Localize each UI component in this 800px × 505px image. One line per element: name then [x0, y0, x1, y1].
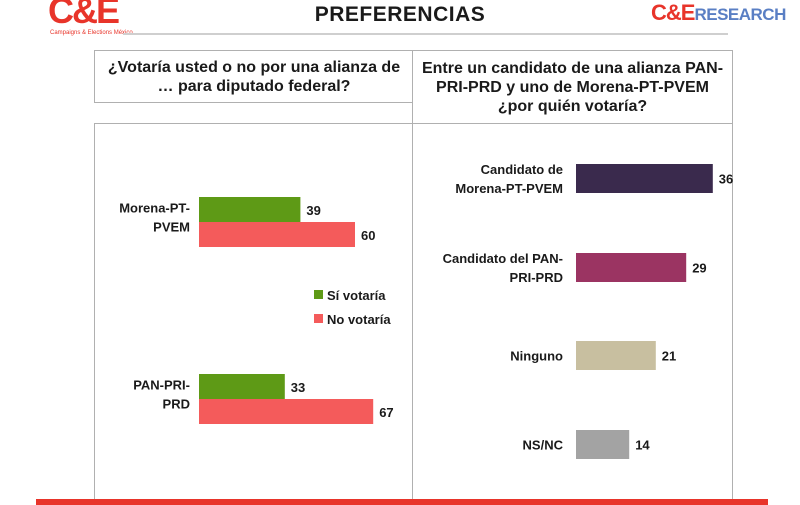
bottom-accent-bar [36, 499, 768, 505]
left-question-header: ¿Votaría usted o no por una alianza de …… [94, 50, 414, 103]
data-label-right-3: 14 [635, 438, 650, 453]
category-label-left-0-1: PVEM [153, 220, 190, 235]
category-label-left-1-0: PAN-PRI- [133, 378, 190, 393]
data-label-right-2: 21 [662, 349, 676, 364]
category-label-right-3-0: NS/NC [523, 438, 564, 453]
bar-right-0 [576, 164, 713, 193]
right-question-header: Entre un candidato de una alianza PAN-PR… [412, 50, 733, 125]
legend-label-si: Sí votaría [327, 288, 386, 303]
category-label-left-0-0: Morena-PT- [119, 201, 190, 216]
logo-ce-left: C&E Campaigns & Elections México [48, 0, 133, 38]
data-label-right-1: 29 [692, 261, 706, 276]
data-label-left-no-0: 60 [361, 228, 375, 243]
bar-right-3 [576, 430, 630, 459]
bar-left-si-1 [199, 374, 285, 399]
bar-right-2 [576, 341, 656, 370]
category-label-right-0-1: Morena-PT-PVEM [455, 181, 563, 196]
data-label-right-0: 36 [719, 172, 733, 187]
legend-swatch-no [314, 314, 323, 323]
category-label-right-0-0: Candidato de [481, 162, 563, 177]
bar-left-no-1 [199, 399, 374, 424]
bar-left-no-0 [199, 222, 355, 247]
category-label-right-1-1: PRI-PRD [510, 270, 563, 285]
bar-left-si-0 [199, 197, 301, 222]
logo-research-ce: C&E [651, 0, 695, 25]
category-label-right-1-0: Candidato del PAN- [443, 251, 563, 266]
legend-label-no: No votaría [327, 312, 391, 327]
data-label-left-si-0: 39 [306, 203, 320, 218]
category-label-left-1-1: PRD [163, 397, 190, 412]
logo-ce-mark: C&E [48, 0, 120, 31]
data-label-left-si-1: 33 [291, 380, 305, 395]
data-label-left-no-1: 67 [379, 405, 393, 420]
logo-ce-research: C&ERESEARCH [651, 0, 786, 25]
category-label-right-2-0: Ninguno [510, 349, 563, 364]
bar-right-1 [576, 253, 687, 282]
right-question-text: Entre un candidato de una alianza PAN-PR… [421, 60, 724, 115]
header-divider [123, 33, 728, 35]
logo-tagline: Campaigns & Elections México [50, 30, 133, 36]
legend-swatch-si [314, 290, 323, 299]
left-question-text: ¿Votaría usted o no por una alianza de …… [107, 58, 401, 95]
logo-research-word: RESEARCH [694, 5, 786, 24]
page-title: PREFERENCIAS [314, 3, 486, 26]
